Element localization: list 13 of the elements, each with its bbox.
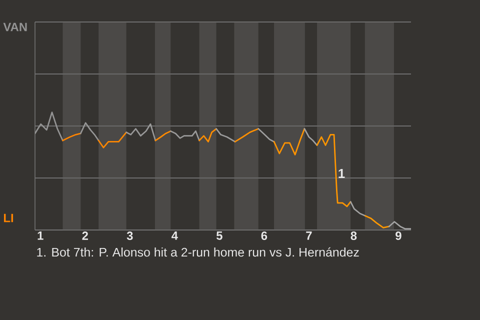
text: 1. Bot 7th: P. Alonso hit a 2-run home run vs J. Hernández — [37, 247, 359, 257]
x-tick-label: 5 — [216, 232, 222, 240]
x-tick-label: 7 — [306, 232, 312, 240]
x-tick-label: 4 — [172, 232, 178, 240]
annotation: 1 — [338, 169, 345, 178]
x-tick-label: 1 — [38, 232, 44, 240]
text: VAN — [3, 22, 27, 32]
x-tick-label: 8 — [350, 232, 357, 240]
x-tick-label: 6 — [261, 232, 268, 240]
x-tick-label: 3 — [126, 232, 133, 240]
text: LI — [4, 214, 14, 222]
x-tick-label: 9 — [396, 232, 402, 240]
x-tick-label: 2 — [82, 232, 88, 240]
